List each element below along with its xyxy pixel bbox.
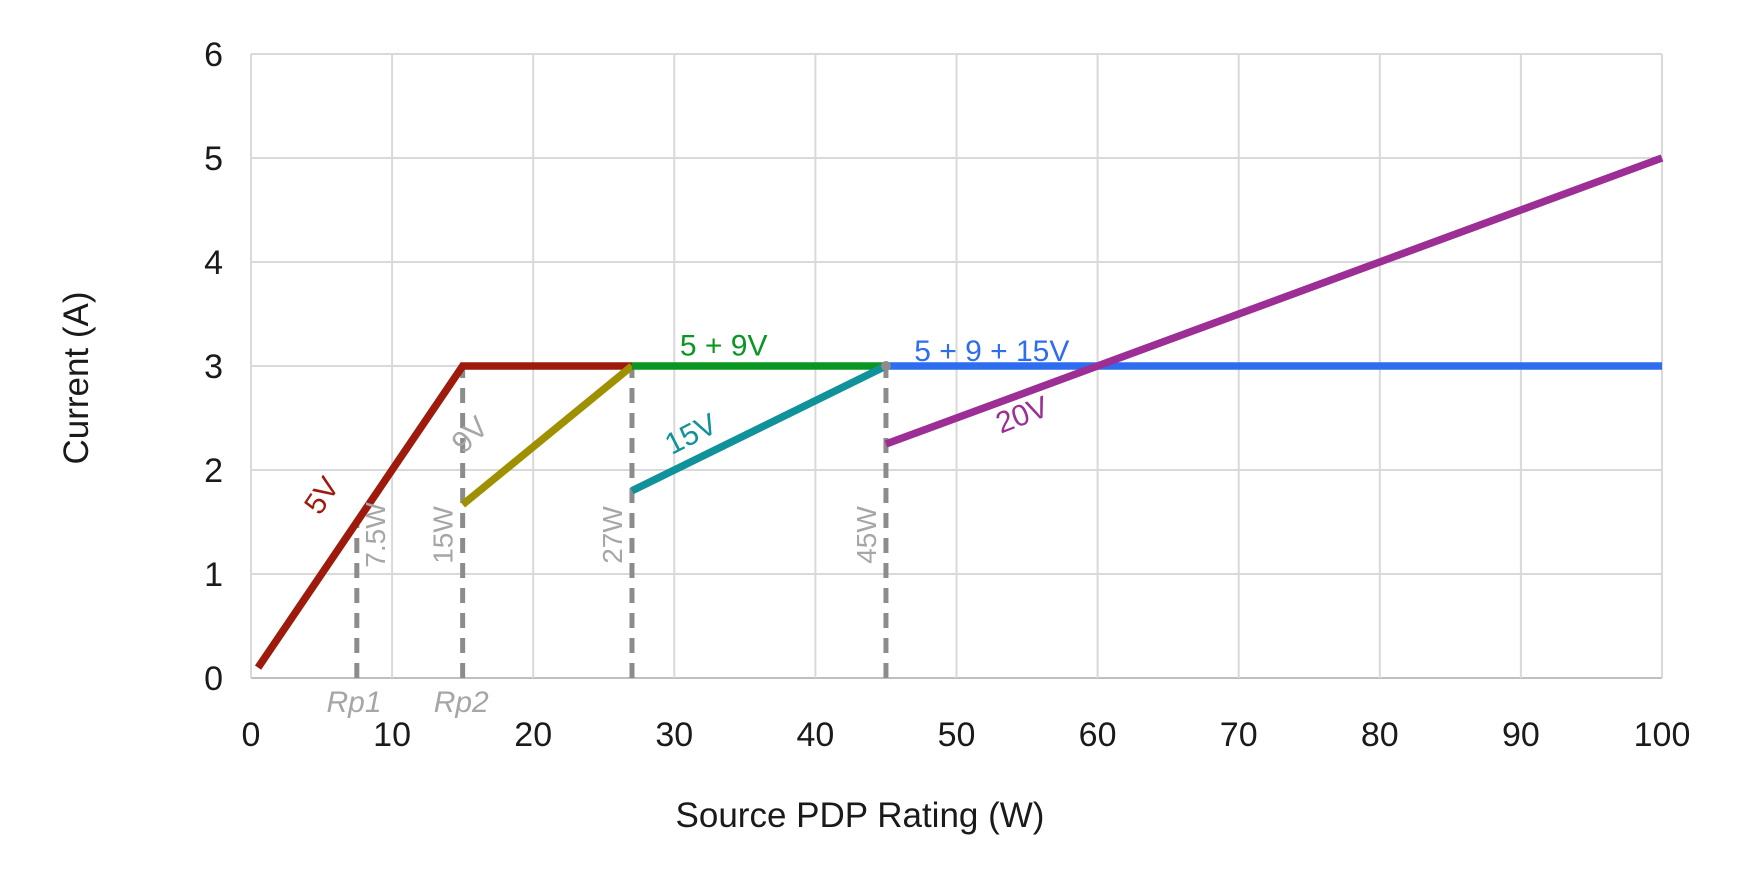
x-axis-title: Source PDP Rating (W) (676, 796, 1045, 835)
axis-annotation-rp1: Rp1 (326, 686, 381, 719)
series-label-5-9v: 5 + 9V (680, 330, 768, 363)
x-tick-label-100: 100 (1634, 716, 1691, 754)
junction-dot-45w (880, 361, 891, 371)
x-tick-label-80: 80 (1361, 716, 1399, 754)
series-label-5v: 5V (298, 471, 346, 520)
series-line-20v (884, 154, 1664, 448)
y-tick-label-0: 0 (204, 660, 223, 698)
y-tick-label-3: 3 (204, 348, 223, 386)
x-tick-label-30: 30 (655, 716, 693, 754)
y-tick-label-1: 1 (204, 556, 223, 594)
x-tick-label-50: 50 (938, 716, 976, 754)
series-layer (254, 154, 1664, 670)
series-label-9v: 9V (445, 410, 494, 459)
x-tick-label-40: 40 (796, 716, 834, 754)
x-tick-label-90: 90 (1502, 716, 1540, 754)
ref-line-label-7.5w: 7.5W (360, 502, 391, 568)
x-tick-label-0: 0 (242, 716, 261, 754)
series-line-5v (254, 362, 632, 670)
series-line-15v (630, 362, 888, 495)
x-tick-label-10: 10 (373, 716, 411, 754)
ref-line-label-45w: 45W (851, 506, 882, 564)
ref-line-label-27w: 27W (597, 506, 628, 564)
x-tick-label-20: 20 (514, 716, 552, 754)
y-tick-label-6: 6 (204, 36, 223, 74)
series-label-5-9-15v: 5 + 9 + 15V (914, 335, 1069, 368)
x-tick-label-60: 60 (1079, 716, 1117, 754)
y-tick-label-2: 2 (204, 452, 223, 490)
y-tick-label-5: 5 (204, 140, 223, 178)
y-tick-label-4: 4 (204, 244, 223, 282)
series-line-9v (460, 363, 635, 508)
x-tick-label-70: 70 (1220, 716, 1258, 754)
reference-lines-layer (354, 366, 889, 678)
y-axis-title: Current (A) (57, 291, 96, 464)
ref-line-label-15w: 15W (428, 506, 459, 564)
axis-annotation-rp2: Rp2 (434, 686, 489, 719)
